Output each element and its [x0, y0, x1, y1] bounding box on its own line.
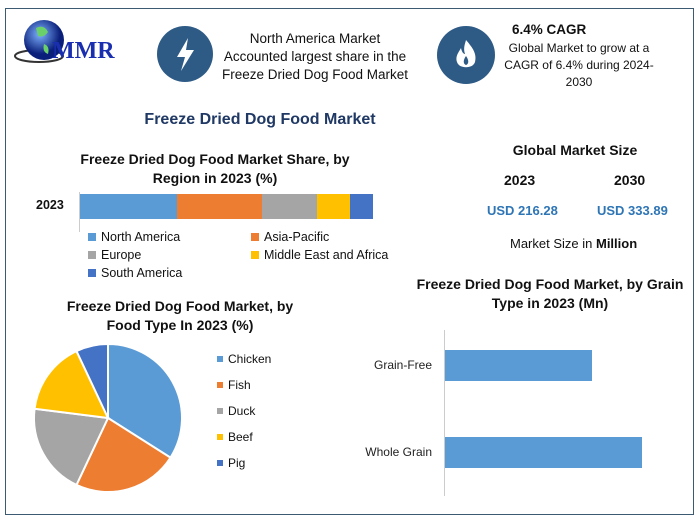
legend-item: Asia-Pacific: [251, 230, 329, 244]
legend-swatch: [217, 408, 223, 414]
pie-legend-item: Duck: [217, 404, 255, 418]
legend-swatch: [251, 251, 259, 259]
year-2030: 2030: [614, 172, 646, 188]
legend-label: Europe: [101, 248, 142, 262]
value-2023: USD 216.28: [487, 203, 558, 218]
legend-label: Beef: [228, 430, 253, 444]
year-2023: 2023: [504, 172, 536, 188]
region-segment-asia-pacific: [176, 194, 262, 219]
region-segment-europe: [261, 194, 318, 219]
legend-item: Middle East and Africa: [251, 248, 388, 262]
region-chart-title: Freeze Dried Dog Food Market Share, by R…: [80, 151, 350, 186]
lightning-icon: [157, 26, 213, 82]
region-axis: [79, 192, 80, 232]
cagr-title: 6.4% CAGR: [512, 22, 587, 37]
legend-swatch: [217, 434, 223, 440]
region-year-label: 2023: [36, 198, 64, 212]
main-title: Freeze Dried Dog Food Market: [144, 111, 376, 128]
legend-swatch: [88, 233, 96, 241]
pie-legend-item: Pig: [217, 456, 245, 470]
legend-swatch: [88, 251, 96, 259]
infographic-frame: [5, 8, 694, 515]
grain-bar-grain-free: [445, 350, 592, 381]
legend-label: South America: [101, 266, 183, 280]
legend-swatch: [217, 460, 223, 466]
highlight-north-america: North America Market Accounted largest s…: [221, 31, 409, 82]
legend-item: North America: [88, 230, 180, 244]
legend-swatch: [251, 233, 259, 241]
pie-legend-item: Chicken: [217, 352, 271, 366]
legend-label: Fish: [228, 378, 251, 392]
region-stacked-bar: [80, 194, 373, 219]
pie-slice-beef: [33, 349, 110, 420]
flame-icon: [437, 26, 495, 84]
region-segment-south-america: [349, 194, 373, 219]
region-segment-middle-east-and-africa: [317, 194, 350, 219]
pie-legend-item: Beef: [217, 430, 253, 444]
grain-bar-whole-grain: [445, 437, 642, 468]
legend-item: South America: [88, 266, 182, 280]
legend-swatch: [217, 382, 223, 388]
region-segment-north-america: [80, 194, 177, 219]
grain-axis: [444, 330, 445, 496]
cagr-description: Global Market to grow at a CAGR of 6.4% …: [504, 41, 654, 89]
grain-category-label: Grain-Free: [373, 358, 432, 372]
legend-swatch: [88, 269, 96, 277]
globe-icon: [14, 20, 64, 63]
logo-text: MMR: [52, 38, 115, 64]
legend-label: Middle East and Africa: [264, 248, 389, 262]
grain-category-label: Whole Grain: [365, 445, 432, 459]
pie-slice-duck: [33, 407, 110, 487]
legend-swatch: [217, 356, 223, 362]
pie-legend-item: Fish: [217, 378, 251, 392]
mmr-logo: MMR: [14, 14, 144, 74]
legend-label: Duck: [228, 404, 256, 418]
food-type-pie: [33, 342, 183, 493]
legend-label: Asia-Pacific: [264, 230, 330, 244]
food-type-chart-title: Freeze Dried Dog Food Market, by Food Ty…: [66, 298, 294, 333]
legend-item: Europe: [88, 248, 141, 262]
legend-label: North America: [101, 230, 181, 244]
value-2030: USD 333.89: [597, 203, 668, 218]
market-size-unit: Market Size in Million: [510, 236, 638, 251]
grain-chart-title: Freeze Dried Dog Food Market, by Grain T…: [416, 276, 684, 311]
legend-label: Chicken: [228, 352, 272, 366]
legend-label: Pig: [228, 456, 246, 470]
pie-slice-pig: [75, 342, 109, 419]
market-size-title: Global Market Size: [512, 142, 638, 158]
